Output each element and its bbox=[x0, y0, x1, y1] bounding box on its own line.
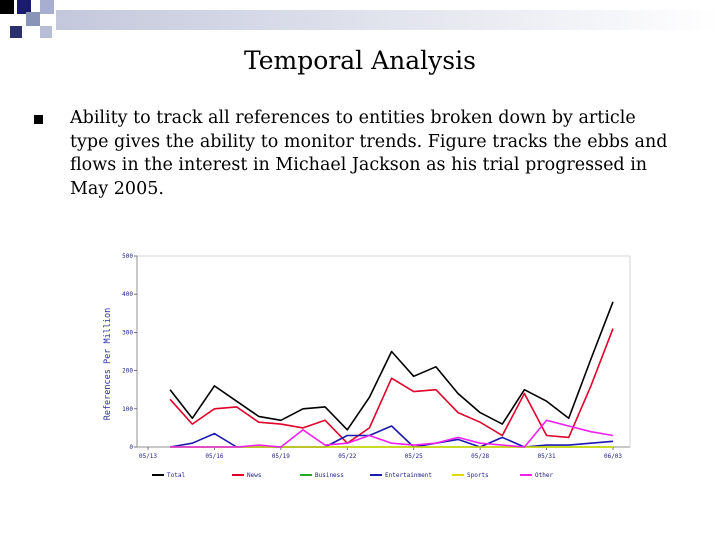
series-line-other bbox=[170, 419, 614, 448]
legend-label-entertainment: Entertainment bbox=[385, 472, 432, 479]
x-tick-label: 06/03 bbox=[604, 453, 622, 460]
series-line-total bbox=[169, 301, 614, 431]
legend-label-business: Business bbox=[315, 472, 344, 479]
line-chart: References Per Million 01002003004005000… bbox=[103, 253, 631, 479]
plot-frame bbox=[136, 255, 631, 448]
chart-legend: Total News Business Entertainment Sports Othe… bbox=[152, 472, 553, 479]
y-axis-label: References Per Million bbox=[103, 308, 113, 421]
series-line-news bbox=[169, 328, 614, 444]
x-tick-label: 05/22 bbox=[338, 453, 356, 460]
x-tick-label: 05/28 bbox=[471, 453, 489, 460]
y-tick-label: 300 bbox=[122, 329, 133, 336]
y-tick-label: 0 bbox=[129, 444, 133, 451]
x-tick-label: 05/31 bbox=[538, 453, 556, 460]
bullet-icon bbox=[34, 115, 43, 124]
title-decoration bbox=[0, 0, 720, 38]
y-tick-label: 500 bbox=[122, 253, 133, 260]
x-tick-label: 05/16 bbox=[205, 453, 223, 460]
y-tick-label: 200 bbox=[122, 368, 133, 375]
chart-lines bbox=[169, 301, 614, 448]
x-tick-label: 05/19 bbox=[272, 453, 290, 460]
y-tick-label: 400 bbox=[122, 291, 133, 298]
legend-label-sports: Sports bbox=[467, 472, 489, 479]
bullet-text: Ability to track all references to entit… bbox=[70, 108, 668, 199]
y-tick-label: 100 bbox=[122, 406, 133, 413]
x-tick-label: 05/13 bbox=[139, 453, 157, 460]
legend-label-total: Total bbox=[167, 472, 185, 479]
x-tick-label: 05/25 bbox=[405, 453, 423, 460]
slide-title: Temporal Analysis bbox=[244, 46, 476, 75]
legend-label-other: Other bbox=[535, 472, 553, 479]
chart-axes: 0 100 200 300 400 500 05/13 05/16 05/19 05/22 05/2… bbox=[122, 253, 631, 460]
legend-label-news: News bbox=[247, 472, 262, 479]
